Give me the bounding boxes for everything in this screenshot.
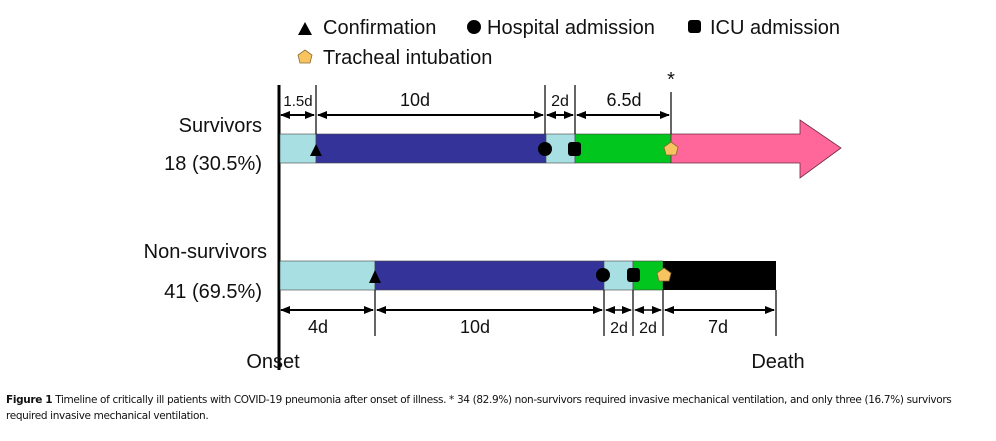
square-icon <box>688 20 701 33</box>
duration-label: 10d <box>460 317 490 337</box>
legend-label-intubation: Tracheal intubation <box>323 47 492 69</box>
seg-confirmed <box>315 133 547 164</box>
survivors-timeline <box>279 119 842 179</box>
triangle-icon <box>310 144 322 156</box>
duration-label: 6.5d <box>606 90 641 110</box>
legend-label-confirmation: Confirmation <box>323 17 436 39</box>
caption-text: Timeline of critically ill patients with… <box>6 394 952 422</box>
non-survivors-durations: 4d 10d 2d 2d 7d <box>280 290 777 337</box>
survivors-count: 18 (30.5%) <box>164 153 262 175</box>
duration-label: 4d <box>308 317 328 337</box>
duration-label: 2d <box>551 93 569 110</box>
circle-icon <box>467 20 481 34</box>
triangle-icon <box>298 22 312 35</box>
duration-label: 10d <box>400 90 430 110</box>
caption-label: Figure 1 <box>6 394 53 406</box>
legend: Confirmation Hospital admission ICU admi… <box>297 17 840 69</box>
duration-label: 2d <box>610 320 628 337</box>
circle-icon <box>596 268 610 282</box>
survivors-label: Survivors <box>179 115 262 137</box>
seg-confirmed <box>374 260 605 291</box>
death-label: Death <box>751 351 804 373</box>
seg-survivor-arrow <box>670 119 842 179</box>
pentagon-icon <box>663 141 679 156</box>
seg-intubated-to-death <box>663 261 776 290</box>
survivors-durations: 1.5d 10d 2d 6.5d * <box>280 69 675 134</box>
square-icon <box>627 268 640 282</box>
circle-icon <box>538 142 552 156</box>
seg-icu <box>574 133 672 164</box>
non-survivors-label: Non-survivors <box>144 241 267 263</box>
legend-label-icu: ICU admission <box>710 17 840 39</box>
legend-label-hospital: Hospital admission <box>487 17 655 39</box>
onset-label: Onset <box>246 351 300 373</box>
non-survivors-count: 41 (69.5%) <box>164 281 262 303</box>
timeline-figure: Confirmation Hospital admission ICU admi… <box>144 17 842 373</box>
seg-pre-confirmation <box>279 133 317 164</box>
triangle-icon <box>369 270 381 283</box>
pentagon-icon <box>297 49 313 64</box>
asterisk-note: * <box>667 69 675 91</box>
pentagon-icon <box>656 267 672 282</box>
duration-label: 2d <box>639 320 657 337</box>
figure-caption: Figure 1 Timeline of critically ill pati… <box>6 392 991 424</box>
duration-label: 7d <box>708 317 728 337</box>
seg-pre-confirmation <box>279 260 376 291</box>
duration-label: 1.5d <box>283 93 312 110</box>
non-survivors-timeline <box>279 260 776 291</box>
square-icon <box>568 142 581 156</box>
